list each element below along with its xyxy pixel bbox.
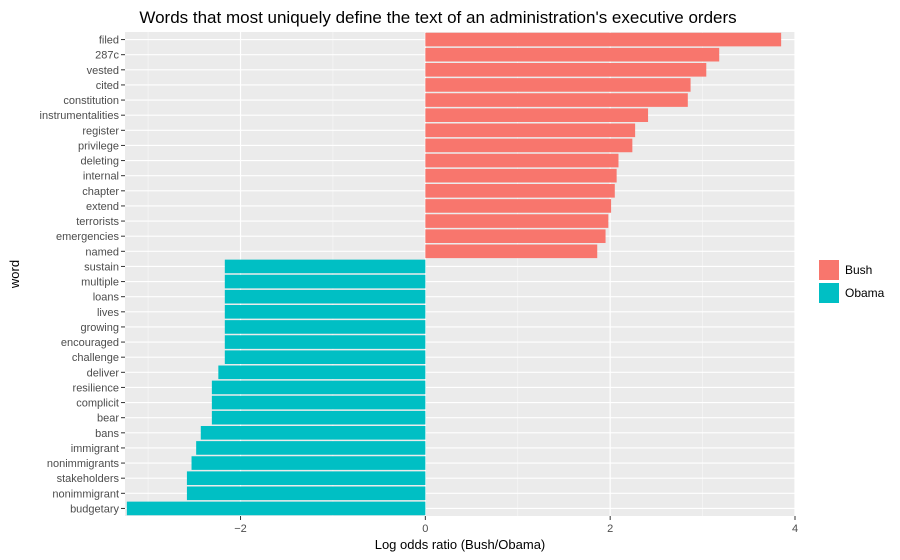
bar-encouraged xyxy=(224,335,426,349)
y-tick-label: chapter xyxy=(82,186,119,198)
y-axis-title: word xyxy=(7,260,22,289)
bar-complicit xyxy=(211,395,426,410)
y-tick-label: filed xyxy=(99,35,119,47)
bar-bans xyxy=(200,426,426,440)
chart-title: Words that most uniquely define the text… xyxy=(139,8,736,27)
bars xyxy=(126,32,782,516)
y-tick-label: 287c xyxy=(95,50,119,62)
bar-immigrant xyxy=(196,441,426,455)
y-tick-label: cited xyxy=(96,80,119,92)
x-axis: −2 0 2 4 xyxy=(234,516,798,535)
legend: Bush Obama xyxy=(819,260,885,303)
legend-label-bush: Bush xyxy=(845,263,872,277)
bar-emergencies xyxy=(425,229,606,243)
bar-growing xyxy=(224,320,426,334)
bar-register xyxy=(425,123,636,138)
y-tick-label: lives xyxy=(97,307,120,319)
bar-filed xyxy=(425,32,782,47)
bar-challenge xyxy=(224,350,426,364)
y-tick-label: internal xyxy=(83,171,119,183)
bar-deliver xyxy=(218,365,426,380)
bar-chapter xyxy=(425,184,615,198)
bar-stakeholders xyxy=(186,471,426,485)
y-tick-label: constitution xyxy=(63,95,119,107)
bar-nonimmigrant xyxy=(186,486,426,501)
y-tick-label: bans xyxy=(95,428,119,440)
y-tick-label: instrumentalities xyxy=(40,110,120,122)
y-tick-label: deleting xyxy=(80,156,119,168)
x-tick-label: 0 xyxy=(422,523,428,535)
bar-lives xyxy=(224,305,426,319)
y-tick-label: terrorists xyxy=(76,216,119,228)
y-tick-label: resilience xyxy=(73,382,119,394)
y-tick-label: vested xyxy=(87,65,119,77)
bar-budgetary xyxy=(126,501,426,516)
bar-terrorists xyxy=(425,214,609,228)
y-tick-label: named xyxy=(85,246,119,258)
bar-deleting xyxy=(425,153,619,168)
y-tick-label: immigrant xyxy=(71,443,119,455)
bar-287c xyxy=(425,47,720,62)
bar-cited xyxy=(425,78,691,92)
y-tick-label: sustain xyxy=(84,261,119,273)
bar-extend xyxy=(425,199,612,213)
y-tick-label: loans xyxy=(93,292,120,304)
bar-bear xyxy=(211,410,426,425)
legend-label-obama: Obama xyxy=(845,286,885,300)
x-tick-label: 4 xyxy=(792,523,798,535)
bar-named xyxy=(425,244,598,259)
y-tick-label: growing xyxy=(80,322,119,334)
y-tick-label: nonimmigrants xyxy=(47,458,120,470)
y-axis: filed 287c vested cited constitution instrume… xyxy=(40,35,125,515)
y-tick-label: extend xyxy=(86,201,119,213)
bar-constitution xyxy=(425,93,688,107)
y-tick-label: encouraged xyxy=(61,337,119,349)
y-tick-label: register xyxy=(82,125,119,137)
y-tick-label: multiple xyxy=(81,277,119,289)
y-tick-label: emergencies xyxy=(56,231,119,243)
bar-loans xyxy=(224,289,426,304)
legend-key-bush xyxy=(819,260,839,280)
y-tick-label: bear xyxy=(97,413,119,425)
bar-vested xyxy=(425,63,707,77)
y-tick-label: complicit xyxy=(76,398,119,410)
y-tick-label: challenge xyxy=(72,352,119,364)
y-tick-label: deliver xyxy=(87,367,120,379)
y-tick-label: nonimmigrant xyxy=(52,488,119,500)
bar-internal xyxy=(425,168,617,183)
bar-sustain xyxy=(224,259,426,274)
y-tick-label: stakeholders xyxy=(57,473,120,485)
bar-multiple xyxy=(224,274,426,289)
y-tick-label: budgetary xyxy=(70,503,119,515)
bar-nonimmigrants xyxy=(191,456,426,470)
bar-resilience xyxy=(211,380,426,395)
x-axis-title: Log odds ratio (Bush/Obama) xyxy=(375,537,546,552)
x-tick-label: −2 xyxy=(234,523,247,535)
bar-privilege xyxy=(425,138,633,153)
legend-key-obama xyxy=(819,283,839,303)
y-tick-label: privilege xyxy=(78,140,119,152)
x-tick-label: 2 xyxy=(607,523,613,535)
bar-instrumentalities xyxy=(425,108,649,122)
